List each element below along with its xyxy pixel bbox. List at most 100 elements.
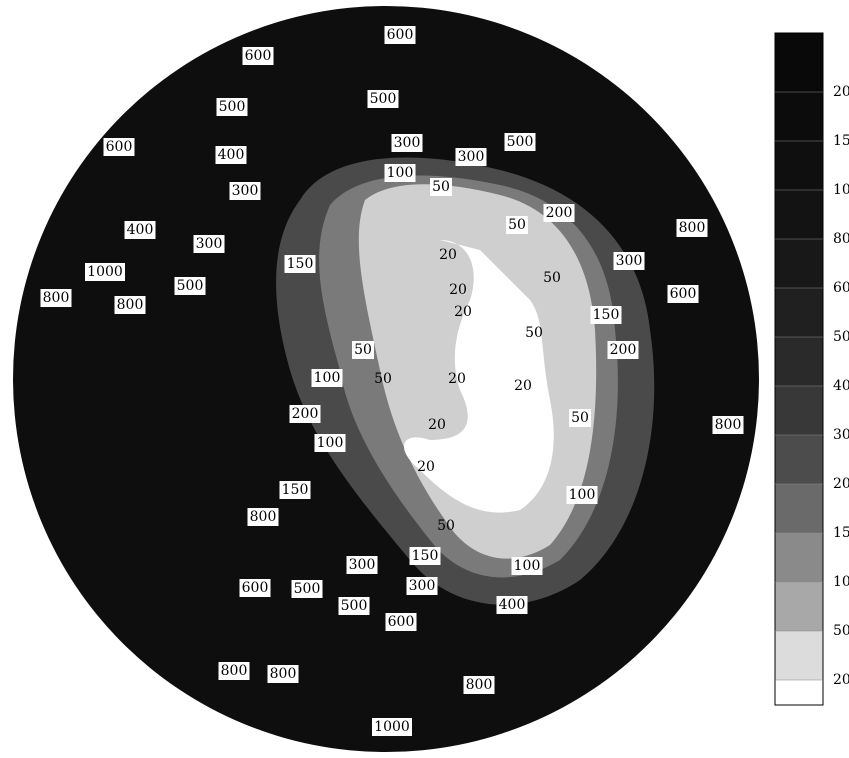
label-box: [174, 277, 206, 295]
contour-label: 500: [294, 581, 321, 597]
contour-label: 150: [282, 482, 309, 498]
contour-label: 300: [616, 253, 643, 269]
colorbar-label: 100: [833, 574, 849, 590]
colorbar-swatch: [775, 680, 823, 705]
label-box: [311, 369, 343, 387]
label-box: [218, 662, 250, 680]
label-box: [291, 580, 323, 598]
label-box: [284, 255, 316, 273]
colorbar-swatch: [775, 190, 823, 239]
contour-label: 800: [117, 297, 144, 313]
colorbar-label: 500: [833, 329, 849, 345]
colorbar-label: 2000: [833, 84, 849, 100]
colorbar-swatch: [775, 533, 823, 582]
contour-label: 200: [292, 406, 319, 422]
label-box: [569, 409, 591, 427]
label-box: [216, 98, 248, 116]
colorbar-label: 1500: [833, 133, 849, 149]
contour-label: 300: [458, 149, 485, 165]
label-box: [391, 134, 423, 152]
contour-region: [403, 240, 554, 513]
contour-label: 150: [287, 256, 314, 272]
label-box: [504, 133, 536, 151]
label-box: [367, 90, 399, 108]
contour-label: 1000: [87, 264, 123, 280]
label-box: [267, 665, 299, 683]
contour-label: 50: [525, 325, 543, 341]
contour-label: 100: [314, 370, 341, 386]
label-box: [352, 341, 374, 359]
label-box: [372, 718, 412, 736]
colorbar-swatch: [775, 484, 823, 533]
contour-label: 800: [221, 663, 248, 679]
label-box: [114, 296, 146, 314]
contour-label: 20: [439, 247, 457, 263]
contour-label: 200: [546, 205, 573, 221]
contour-label: 100: [317, 435, 344, 451]
contour-label: 100: [514, 558, 541, 574]
colorbar-label: 800: [833, 231, 849, 247]
contour-label: 500: [507, 134, 534, 150]
contour-label: 800: [679, 220, 706, 236]
colorbar-swatch: [775, 239, 823, 288]
contour-label: 300: [196, 236, 223, 252]
contour-label: 1000: [374, 719, 410, 735]
contour-label: 50: [437, 518, 455, 534]
contour-label: 20: [448, 371, 466, 387]
label-box: [607, 341, 639, 359]
label-box: [242, 47, 274, 65]
label-box: [455, 148, 487, 166]
colorbar-label: 600: [833, 280, 849, 296]
label-box: [385, 613, 417, 631]
label-box: [279, 481, 311, 499]
contour-label: 500: [341, 598, 368, 614]
colorbar-swatch: [775, 631, 823, 680]
label-box: [338, 597, 370, 615]
colorbar-swatch: [775, 582, 823, 631]
contour-label: 50: [374, 371, 392, 387]
label-box: [613, 252, 645, 270]
label-box: [496, 596, 528, 614]
colorbar-swatch: [775, 435, 823, 484]
label-box: [193, 235, 225, 253]
contour-label: 20: [417, 459, 435, 475]
contour-label: 800: [43, 290, 70, 306]
contour-label: 600: [388, 614, 415, 630]
label-box: [103, 138, 135, 156]
label-box: [566, 486, 598, 504]
colorbar-label: 150: [833, 525, 849, 541]
label-box: [667, 285, 699, 303]
contour-label: 300: [349, 557, 376, 573]
contour-label: 500: [370, 91, 397, 107]
colorbar-swatch: [775, 288, 823, 337]
contour-label: 20: [514, 378, 532, 394]
contour-label: 800: [715, 417, 742, 433]
contour-label: 500: [219, 99, 246, 115]
contour-label: 20: [428, 417, 446, 433]
label-box: [85, 263, 125, 281]
contour-label: 20: [454, 304, 472, 320]
label-box: [40, 289, 72, 307]
contour-label: 400: [218, 147, 245, 163]
label-box: [430, 178, 452, 196]
label-box: [229, 182, 261, 200]
contour-label: 600: [387, 27, 414, 43]
label-box: [124, 221, 156, 239]
contour-label: 600: [245, 48, 272, 64]
contour-label: 800: [250, 509, 277, 525]
contour-label: 100: [569, 487, 596, 503]
colorbar-swatch: [775, 337, 823, 386]
label-box: [215, 146, 247, 164]
label-box: [289, 405, 321, 423]
colorbar-label: 1000: [833, 182, 849, 198]
contour-label: 600: [242, 580, 269, 596]
contour-label: 150: [412, 548, 439, 564]
contour-label: 200: [610, 342, 637, 358]
label-box: [384, 26, 416, 44]
label-box: [511, 557, 543, 575]
label-box: [239, 579, 271, 597]
label-box: [346, 556, 378, 574]
label-box: [712, 416, 744, 434]
contour-label: 400: [127, 222, 154, 238]
